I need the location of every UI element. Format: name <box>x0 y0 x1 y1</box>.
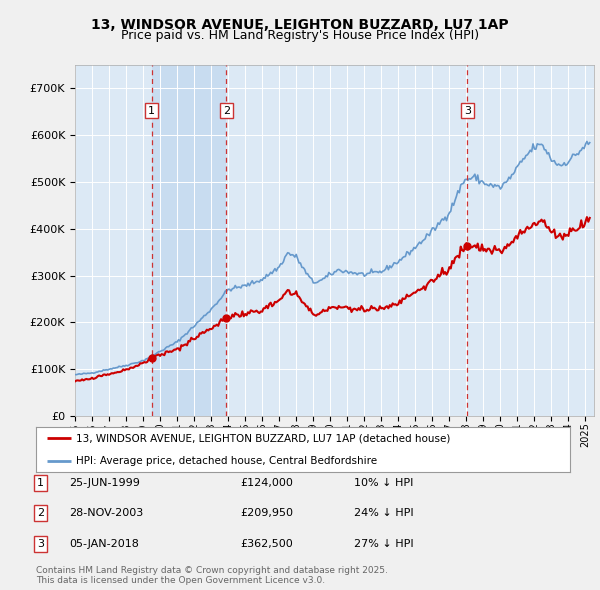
Text: 28-NOV-2003: 28-NOV-2003 <box>69 509 143 518</box>
Text: 1: 1 <box>148 106 155 116</box>
Text: £124,000: £124,000 <box>240 478 293 487</box>
Text: 13, WINDSOR AVENUE, LEIGHTON BUZZARD, LU7 1AP (detached house): 13, WINDSOR AVENUE, LEIGHTON BUZZARD, LU… <box>76 434 451 443</box>
Text: 24% ↓ HPI: 24% ↓ HPI <box>354 509 413 518</box>
Text: 25-JUN-1999: 25-JUN-1999 <box>69 478 140 487</box>
Text: Price paid vs. HM Land Registry's House Price Index (HPI): Price paid vs. HM Land Registry's House … <box>121 30 479 42</box>
Text: 3: 3 <box>37 539 44 549</box>
Text: 13, WINDSOR AVENUE, LEIGHTON BUZZARD, LU7 1AP: 13, WINDSOR AVENUE, LEIGHTON BUZZARD, LU… <box>91 18 509 32</box>
Text: HPI: Average price, detached house, Central Bedfordshire: HPI: Average price, detached house, Cent… <box>76 456 377 466</box>
Text: Contains HM Land Registry data © Crown copyright and database right 2025.
This d: Contains HM Land Registry data © Crown c… <box>36 566 388 585</box>
Text: 2: 2 <box>37 509 44 518</box>
Text: £209,950: £209,950 <box>240 509 293 518</box>
Bar <box>152 65 226 416</box>
Text: 05-JAN-2018: 05-JAN-2018 <box>69 539 139 549</box>
Text: 27% ↓ HPI: 27% ↓ HPI <box>354 539 413 549</box>
Text: 2: 2 <box>223 106 230 116</box>
Text: £362,500: £362,500 <box>240 539 293 549</box>
Text: 10% ↓ HPI: 10% ↓ HPI <box>354 478 413 487</box>
Text: 1: 1 <box>37 478 44 487</box>
Text: 3: 3 <box>464 106 471 116</box>
